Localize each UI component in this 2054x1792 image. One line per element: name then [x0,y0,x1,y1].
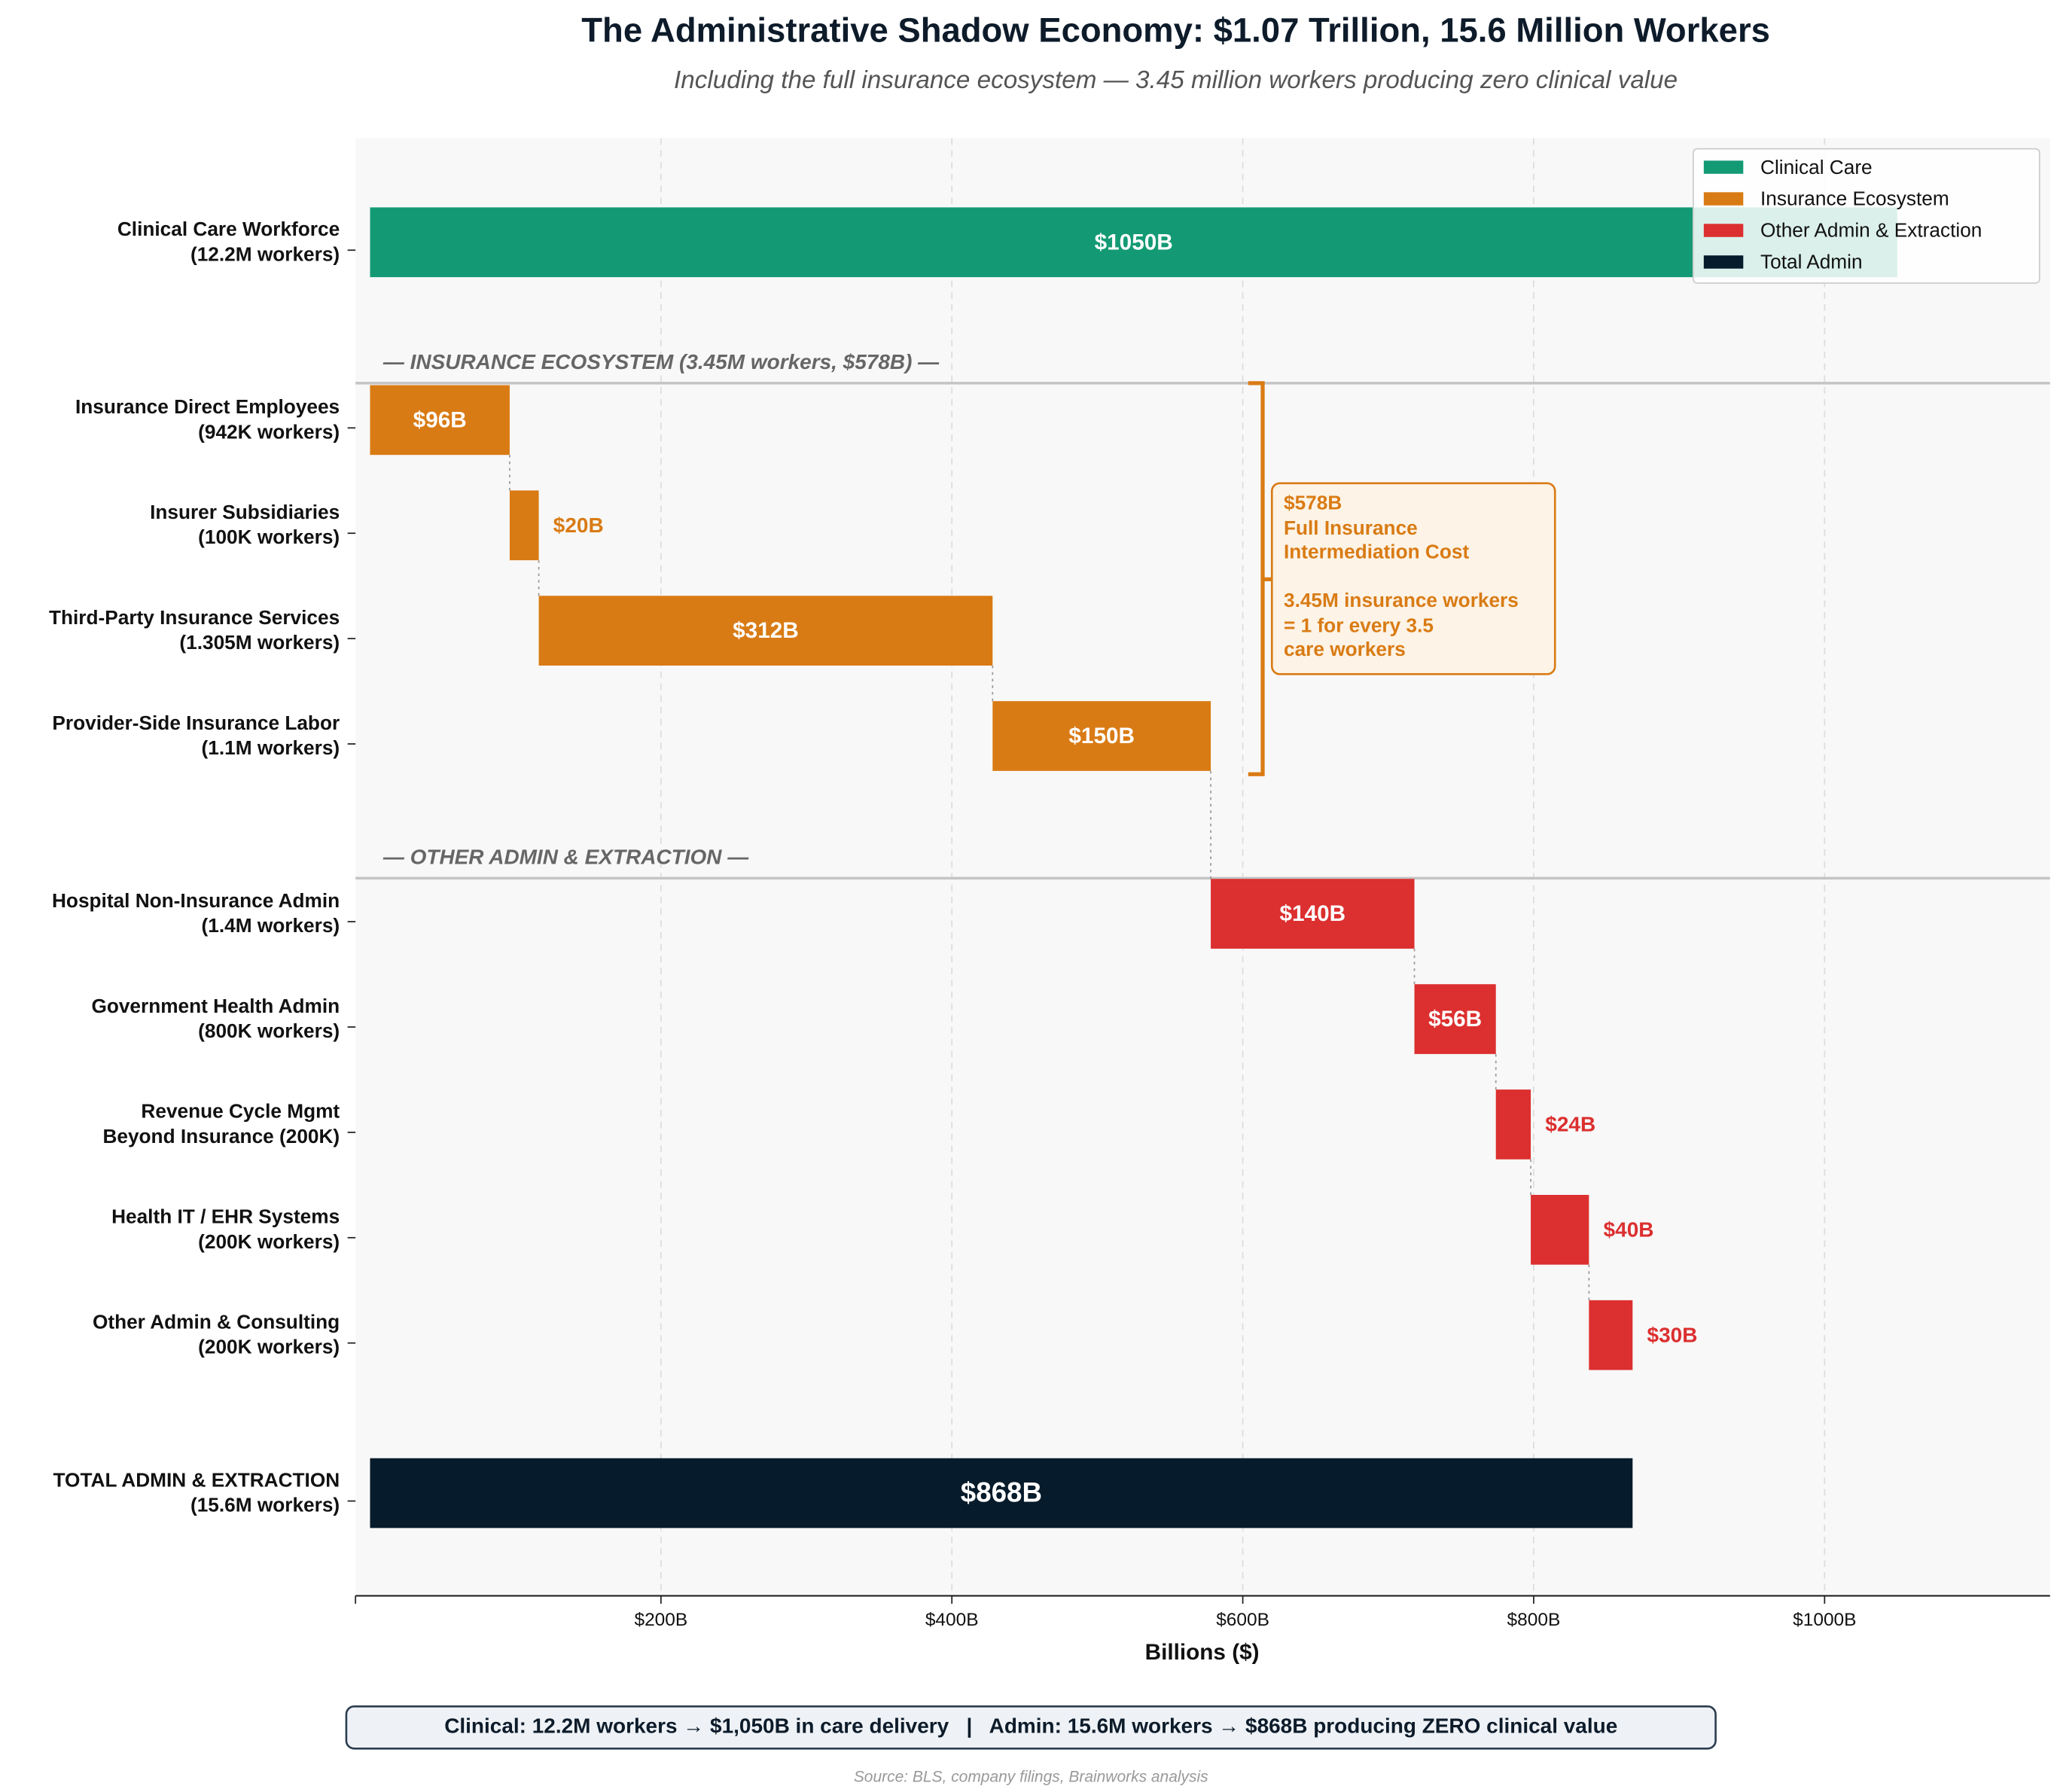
y-tick-label-line: (942K workers) [198,420,340,443]
y-tick-label: Government Health Admin (800K workers) [91,995,340,1042]
annotation-line: Full Insurance [1284,517,1418,539]
y-tick-label: TOTAL ADMIN & EXTRACTION (15.6M workers) [53,1468,340,1516]
value-label: $868B [961,1477,1042,1507]
value-label: $56B [1428,1007,1482,1032]
y-tick-label-line: (1.305M workers) [179,631,340,654]
bar [1495,1090,1531,1160]
y-tick-label-line: (15.6M workers) [190,1493,340,1516]
y-tick-label-line: Clinical Care Workforce [117,218,340,240]
x-tick-label: $400B [925,1610,979,1630]
y-tick-label-line: Provider-Side Insurance Labor [52,712,340,734]
y-tick-label-line: Insurance Direct Employees [75,395,340,418]
section-title: — INSURANCE ECOSYSTEM (3.45M workers, $5… [382,350,940,373]
annotation-line: care workers [1284,638,1406,660]
bars: $1050B $96B $20B $312B $150B $140B $56B $24B $40… [370,207,1897,1528]
legend-box [1692,148,2040,284]
bar [538,596,993,666]
y-tick-label: Revenue Cycle Mgmt Beyond Insurance (200K… [102,1100,340,1147]
annotation-line: Intermediation Cost [1284,540,1469,562]
value-label: $96B [413,407,467,432]
bar [370,207,1897,278]
x-tick-label: $1000B [1793,1610,1856,1630]
footer-box [345,1705,1717,1750]
bar [992,701,1211,771]
x-tick-label: $800B [1507,1610,1561,1630]
value-label: $1050B [1095,230,1173,254]
y-tick-label: Health IT / EHR Systems (200K workers) [111,1205,340,1252]
y-tick-label-line: (12.2M workers) [190,242,340,265]
bar [1211,879,1415,949]
bar [1414,984,1496,1054]
legend-label: Total Admin [1760,251,1863,273]
footer-note: Clinical: 12.2M workers → $1,050B in car… [444,1714,1617,1738]
value-label: $312B [733,618,799,643]
value-label: $24B [1545,1113,1595,1136]
y-tick-label-line: Government Health Admin [91,995,340,1017]
chart-subtitle: Including the full insurance ecosystem —… [674,66,1678,94]
y-tick-label: Insurer Subsidiaries (100K workers) [150,501,340,548]
value-label: $40B [1604,1218,1654,1241]
legend-label: Other Admin & Extraction [1760,219,1982,242]
annotation-line: $578B [1284,492,1342,514]
y-tick-label: Other Admin & Consulting (200K workers) [93,1310,340,1358]
y-tick-label-line: Health IT / EHR Systems [111,1205,340,1227]
y-tick-label-line: (1.4M workers) [202,914,340,937]
y-tick-label-line: Other Admin & Consulting [93,1310,340,1333]
y-tick-label-line: Revenue Cycle Mgmt [141,1100,340,1123]
value-label: $30B [1647,1323,1698,1346]
x-tick-label: $200B [634,1610,687,1630]
bar [509,490,539,561]
y-tick-label-line: (800K workers) [198,1019,340,1042]
y-tick-label-line: Hospital Non-Insurance Admin [52,889,340,912]
legend-swatch [1703,192,1744,206]
value-label: $150B [1068,724,1135,748]
y-tick-label-line: Third-Party Insurance Services [49,606,340,629]
chart-title: The Administrative Shadow Economy: $1.07… [581,11,1770,50]
y-tick-label-line: Beyond Insurance (200K) [102,1125,340,1147]
y-tick-label-line: (200K workers) [198,1336,340,1358]
legend-label: Insurance Ecosystem [1760,187,1949,210]
x-axis-label: Billions ($) [1145,1640,1260,1665]
y-tick-label-line: (200K workers) [198,1230,340,1253]
annotation-box [1270,482,1556,675]
bar [1589,1300,1633,1370]
x-tick-label: $600B [1216,1610,1269,1630]
annotation-line: 3.45M insurance workers [1284,589,1519,611]
source: Source: BLS, company filings, Brainworks… [854,1768,1208,1785]
legend-swatch [1703,255,1744,269]
annotation-line: = 1 for every 3.5 [1284,614,1434,636]
y-tick-label: Provider-Side Insurance Labor (1.1M worke… [52,712,340,759]
section-title: — OTHER ADMIN & EXTRACTION — [382,846,749,869]
legend-swatch [1703,224,1744,237]
y-tick-label: Insurance Direct Employees (942K workers) [75,395,340,443]
y-tick-label: Clinical Care Workforce (12.2M workers) [117,218,340,265]
bar [370,385,510,456]
grid [660,138,1826,1596]
legend: Clinical Care Insurance Ecosystem Other Ad… [1692,148,2040,284]
legend-label: Clinical Care [1760,156,1873,178]
bar [1531,1194,1589,1265]
bar [370,1458,1633,1528]
legend-swatch [1703,160,1744,174]
y-tick-label-line: (100K workers) [198,526,340,548]
value-label: $20B [553,514,604,537]
y-tick-label: Third-Party Insurance Services (1.305M wo… [49,606,340,654]
y-tick-label-line: (1.1M workers) [202,736,340,759]
y-tick-label-line: TOTAL ADMIN & EXTRACTION [53,1468,340,1491]
value-label: $140B [1280,901,1346,926]
annotation: $578B Full Insurance Intermediation Cost… [1284,492,1519,660]
y-tick-label-line: Insurer Subsidiaries [150,501,340,523]
y-tick-label: Hospital Non-Insurance Admin (1.4M worker… [52,889,340,937]
plot-area [355,138,2050,1596]
